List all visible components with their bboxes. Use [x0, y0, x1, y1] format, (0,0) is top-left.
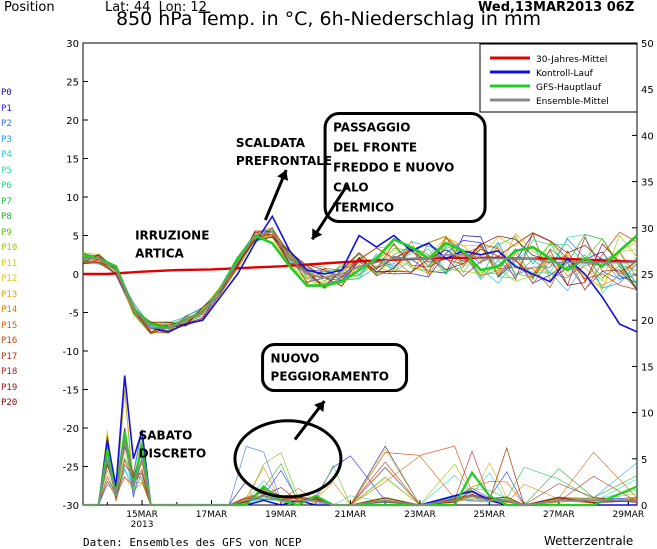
annotation-sabato-line: DISCRETO — [139, 447, 207, 461]
legend-entry: Ensemble-Mittel — [536, 97, 609, 107]
lat-lon-label: Lat: 44 Lon: 12 — [105, 0, 207, 15]
left-tick-label: -15 — [63, 386, 79, 397]
ensemble-member-label: P8 — [1, 212, 12, 222]
right-tick-label: 30 — [641, 224, 654, 235]
annotation-sabato-line: SABATO — [139, 429, 193, 443]
ensemble-member-label: P5 — [1, 165, 12, 176]
ensemble-member-label: P12 — [1, 274, 18, 284]
ensemble-member-label: P6 — [1, 181, 12, 191]
annotation-scaldata-line: SCALDATA — [236, 136, 306, 150]
ensemble-member-label: P9 — [1, 227, 12, 238]
precip-line-ensemble-mittel — [83, 440, 637, 506]
legend-entry: 30-Jahres-Mittel — [536, 55, 607, 65]
annotation-passaggio-line: DEL FRONTE — [333, 141, 417, 155]
temp-line-ensemble-mittel — [83, 230, 637, 329]
x-tick-sublabel: 2013 — [131, 520, 154, 530]
data-source-label: Daten: Ensembles des GFS von NCEP — [83, 536, 302, 549]
arrow-scaldata-head — [277, 170, 289, 181]
right-tick-label: 45 — [641, 85, 654, 96]
legend-entry: GFS-Hauptlauf — [536, 83, 602, 93]
left-tick-label: 20 — [66, 116, 79, 127]
run-time-label: Wed,13MAR2013 06Z — [478, 0, 635, 15]
ensemble-member-label: P4 — [1, 150, 12, 160]
x-tick-label: 19MAR — [265, 510, 297, 520]
ensemble-member-label: P1 — [1, 103, 12, 114]
ensemble-member-label: P16 — [1, 336, 18, 346]
x-tick-label: 17MAR — [196, 510, 228, 520]
x-tick-label: 29MAR — [612, 510, 644, 520]
ensemble-member-label: P13 — [1, 289, 18, 300]
annotation-nuovo-line: NUOVO — [271, 352, 320, 366]
ensemble-member-label: P15 — [1, 320, 18, 331]
temp-line-kontroll-lauf — [83, 214, 638, 333]
left-tick-label: 30 — [66, 39, 79, 50]
position-label: Position — [4, 0, 55, 15]
left-tick-label: -30 — [63, 501, 79, 512]
right-tick-label: 20 — [641, 316, 654, 327]
chart-title: 850 hPa Temp. in °C, 6h-Niederschlag in … — [115, 8, 542, 30]
ensemble-member-label: P20 — [1, 398, 18, 408]
x-tick-label: 15MAR — [126, 510, 158, 520]
left-tick-label: -10 — [63, 347, 79, 358]
left-tick-label: 10 — [66, 193, 79, 204]
annotation-scaldata-line: PREFRONTALE — [236, 154, 332, 168]
annotation-passaggio-line: CALO — [333, 181, 369, 195]
right-tick-label: 25 — [641, 270, 654, 281]
annotation-nuovo-line: PEGGIORAMENTO — [271, 370, 389, 384]
annotation-irruzione-line: ARTICA — [135, 246, 184, 260]
arrow-passaggio-head — [312, 228, 323, 240]
right-tick-label: 50 — [641, 39, 654, 50]
ensemble-member-label: P17 — [1, 351, 18, 362]
right-tick-label: 10 — [641, 409, 654, 420]
left-tick-label: -20 — [63, 424, 79, 435]
annotation-passaggio-line: PASSAGGIO — [333, 121, 410, 135]
annotation-irruzione-line: IRRUZIONE — [135, 228, 209, 242]
arrow-nuovo-head — [314, 401, 325, 412]
annotation-ellipse — [233, 419, 343, 499]
right-tick-label: 5 — [641, 455, 647, 466]
left-tick-label: -25 — [63, 463, 79, 474]
left-tick-label: 5 — [73, 232, 79, 243]
left-tick-label: -5 — [69, 309, 79, 320]
annotation-box-passaggio — [323, 112, 487, 224]
ensemble-member-label: P14 — [1, 305, 18, 315]
left-tick-label: 0 — [73, 270, 79, 281]
ensemble-member-label: P10 — [1, 243, 18, 253]
ensemble-member-label: P7 — [1, 196, 12, 207]
ensemble-member-label: P11 — [1, 258, 18, 269]
legend-entry: Kontroll-Lauf — [536, 69, 594, 79]
ensemble-member-label: P19 — [1, 382, 18, 393]
x-tick-label: 21MAR — [335, 510, 367, 520]
ensemble-member-label: P2 — [1, 119, 12, 129]
annotation-box-nuovo — [261, 343, 409, 393]
left-tick-label: 25 — [66, 78, 79, 89]
right-tick-label: 40 — [641, 131, 654, 142]
ensemble-member-label: P3 — [1, 134, 12, 145]
right-tick-label: 15 — [641, 362, 654, 373]
arrow-passaggio — [310, 184, 349, 241]
x-tick-label: 25MAR — [474, 510, 506, 520]
right-tick-label: 35 — [641, 178, 654, 189]
right-tick-label: 0 — [641, 501, 647, 512]
annotation-passaggio-line: TERMICO — [333, 201, 394, 215]
ensemble-line-p14 — [82, 226, 638, 333]
ensemble-member-label: P18 — [1, 367, 18, 377]
left-tick-label: 15 — [66, 155, 79, 166]
annotation-passaggio-line: FREDDO E NUOVO — [333, 161, 454, 175]
ensemble-member-label: P0 — [1, 88, 12, 98]
brand-label: Wetterzentrale — [544, 534, 634, 548]
x-tick-label: 27MAR — [543, 510, 575, 520]
x-tick-label: 23MAR — [404, 510, 436, 520]
